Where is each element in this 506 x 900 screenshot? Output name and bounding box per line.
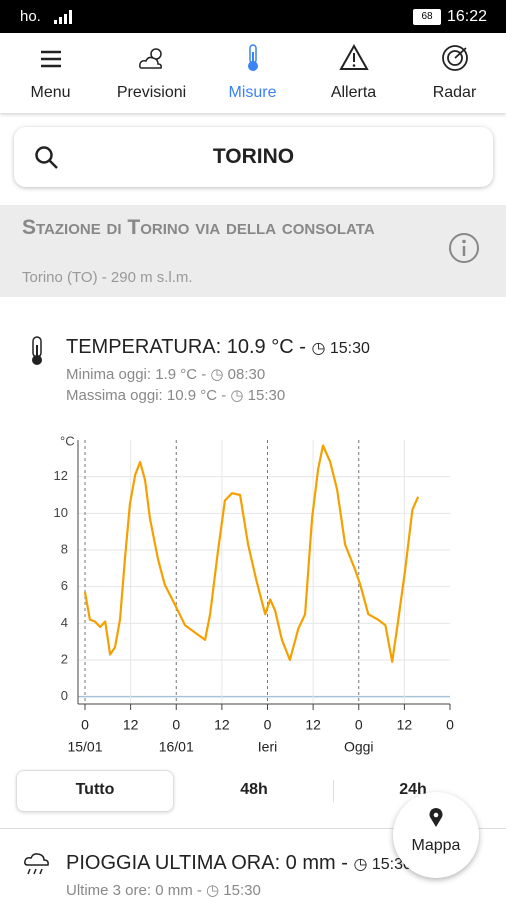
rain-sub-text: Ultime 3 ore: 0 mm - <box>66 882 207 899</box>
icon <box>41 50 61 68</box>
nav-bar: Menu Previsioni Misure Allerta Radar <box>0 33 506 113</box>
station-title: Stazione di Torino via della consolata <box>22 216 375 239</box>
rain-icon <box>24 853 49 875</box>
rain-value: PIOGGIA ULTIMA ORA: 0 mm - <box>66 852 354 874</box>
x-tick-label: 0 <box>355 717 363 733</box>
time: 08:30 <box>227 366 266 383</box>
search-box[interactable]: TORINO <box>14 127 493 187</box>
signal-icon <box>54 10 72 24</box>
temp-min: Minima oggi: 1.9 °C - ◷ 08:30 <box>66 366 266 383</box>
tab-selected-bg <box>16 770 174 812</box>
day-label: 15/01 <box>67 739 102 755</box>
x-tick-label: 0 <box>264 717 272 733</box>
map-button[interactable]: Mappa <box>393 792 479 878</box>
time: 15:30 <box>247 387 286 404</box>
rain-sub: Ultime 3 ore: 0 mm - ◷ 15:30 <box>66 882 261 899</box>
search-icon <box>35 146 58 169</box>
tab-all[interactable]: Tutto <box>75 781 115 798</box>
time: 15:30 <box>223 882 261 899</box>
nav-radar[interactable]: Radar <box>404 33 505 113</box>
icon <box>248 44 258 71</box>
temperature-line <box>83 444 420 663</box>
carrier: ho. <box>20 8 41 25</box>
nav-label: Misure <box>228 84 277 101</box>
nav-menu[interactable]: Menu <box>0 33 101 113</box>
y-axis-unit: °C <box>60 433 75 448</box>
temp-value: TEMPERATURA: 10.9 °C - <box>66 336 312 358</box>
day-label: Oggi <box>344 739 374 755</box>
search-text: TORINO <box>212 145 295 168</box>
icon <box>339 43 369 70</box>
icon <box>139 48 162 69</box>
min-text: Minima oggi: 1.9 °C - <box>66 366 211 383</box>
info-icon[interactable] <box>447 231 481 265</box>
y-tick-label: 8 <box>61 541 68 556</box>
time: 15:30 <box>329 340 370 357</box>
nav-forecast[interactable]: Previsioni <box>101 33 202 113</box>
day-label: 16/01 <box>159 739 194 755</box>
x-tick-label: 12 <box>305 717 321 733</box>
clock: 16:22 <box>447 8 488 25</box>
map-label: Mappa <box>411 837 461 854</box>
x-tick-label: 12 <box>397 717 413 733</box>
temp-heading: TEMPERATURA: 10.9 °C - ◷ 15:30 <box>66 336 370 359</box>
nav-label: Allerta <box>330 84 377 101</box>
status-bar: ho. 68 16:22 <box>0 0 506 33</box>
x-tick-label: 0 <box>172 717 180 733</box>
x-tick-label: 0 <box>446 717 454 733</box>
temp-max: Massima oggi: 10.9 °C - ◷ 15:30 <box>66 387 286 404</box>
nav-label: Radar <box>432 84 477 101</box>
divider <box>0 828 506 829</box>
nav-label: Menu <box>30 84 71 101</box>
x-tick-label: 12 <box>214 717 230 733</box>
y-tick-label: 2 <box>61 651 68 666</box>
rain-heading: PIOGGIA ULTIMA ORA: 0 mm - ◷ 15:30 <box>66 852 412 875</box>
x-tick-label: 0 <box>81 717 89 733</box>
thermometer-icon <box>32 336 42 365</box>
y-tick-label: 12 <box>54 468 68 483</box>
icon <box>442 45 468 71</box>
y-tick-label: 0 <box>61 688 68 703</box>
nav-measures[interactable]: Misure <box>202 33 303 113</box>
y-tick-label: 4 <box>61 615 68 630</box>
y-tick-label: 10 <box>54 505 68 520</box>
battery: 68 <box>413 9 441 25</box>
pin-icon <box>429 808 443 827</box>
nav-alert[interactable]: Allerta <box>303 33 404 113</box>
max-text: Massima oggi: 10.9 °C - <box>66 387 231 404</box>
nav-label: Previsioni <box>116 84 187 101</box>
tab-48h[interactable]: 48h <box>240 781 268 798</box>
temp-time: ◷ 15:30 <box>311 340 370 357</box>
day-label: Ieri <box>258 739 277 755</box>
chart: °C 0 2 4 6 8 10 12 0 12 0 12 0 12 0 12 0 15/01 16/01 Ieri O… <box>54 433 455 755</box>
tab-divider <box>333 780 334 802</box>
y-tick-label: 6 <box>61 578 68 593</box>
x-tick-label: 12 <box>123 717 139 733</box>
station-header: Stazione di Torino via della consolata T… <box>0 205 506 297</box>
station-subtitle: Torino (TO) - 290 m s.l.m. <box>22 269 193 286</box>
